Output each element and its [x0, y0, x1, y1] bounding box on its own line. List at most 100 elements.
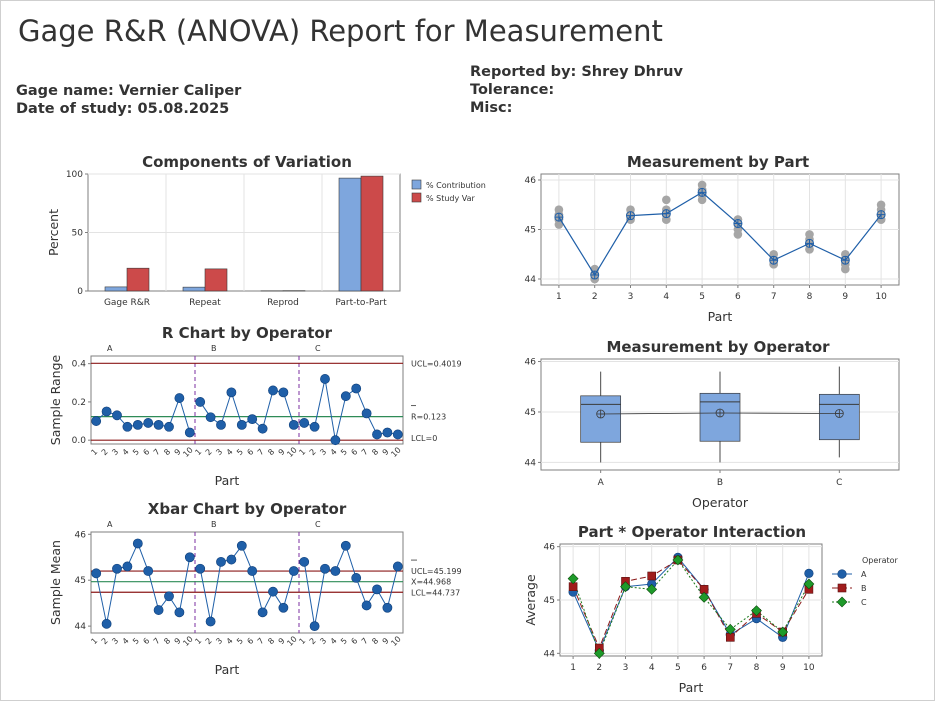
r_chart-point	[320, 374, 330, 384]
r_chart-xtick-label: 1	[89, 447, 99, 457]
xbar_chart-point	[288, 566, 299, 576]
date-of-study: Date of study: 05.08.2025	[16, 101, 230, 117]
meas-part-ytick-label: 46	[525, 176, 537, 186]
xbar_chart-xtick-label: 5	[339, 636, 349, 646]
meas-part-mean-line	[558, 191, 882, 277]
r_chart-xtick-label: 6	[349, 447, 359, 457]
r_chart-xtick-label: 5	[235, 447, 245, 457]
interaction-xtick-label: 4	[649, 663, 655, 673]
xbar_chart-point	[330, 566, 341, 576]
xbar_chart-xtick-label: 7	[360, 636, 370, 646]
r_chart-xtick-label: 3	[110, 447, 120, 457]
xbar-chart-ucl-label: UCL=45.199	[411, 567, 462, 576]
meas-operator-mean-cross	[716, 408, 724, 417]
xbar_chart-point	[205, 616, 216, 627]
interaction-xlabel: Part	[679, 680, 704, 695]
r_chart-xtick-label: 9	[173, 447, 183, 457]
meas-part-point	[662, 195, 671, 205]
xbar_chart-xtick-label: 1	[297, 636, 307, 646]
meas-part-mean-cross	[698, 188, 707, 197]
meas-part-mean-cross	[805, 239, 814, 248]
meas-operator-mean-cross	[596, 409, 605, 418]
xbar_chart-xtick-label: 9	[173, 636, 183, 646]
interaction-point-c	[751, 605, 762, 617]
meas-part-xtick-label: 1	[556, 292, 562, 302]
xbar_chart-point	[268, 586, 278, 597]
meas-part-xtick-label: 10	[875, 292, 887, 302]
gage-info: Gage name: Vernier Caliper Date of study…	[16, 82, 241, 118]
xbar_chart-point	[195, 563, 206, 574]
xbar_chart-xtick-label: 8	[266, 636, 276, 646]
meas-operator-mean-cross	[835, 409, 844, 418]
xbar_chart-xtick-label: 5	[131, 636, 141, 646]
xbar_chart-xtick-label: 4	[329, 636, 339, 646]
r-chart-lcl-label: LCL=0	[411, 434, 437, 443]
meas-operator-ytick-label: 44	[525, 458, 537, 468]
xbar_chart-xtick-label: 8	[162, 636, 172, 646]
interaction-ytick-label: 45	[544, 596, 555, 606]
r_chart-point	[195, 397, 206, 407]
xbar_chart-xtick-label: 4	[225, 636, 235, 646]
r_chart-point	[361, 408, 372, 419]
r_chart-xtick-label: 4	[121, 447, 131, 457]
r_chart-point	[351, 383, 362, 394]
xbar_chart-xtick-label: 6	[245, 636, 255, 646]
interaction-legend-label: C	[861, 598, 867, 607]
r_chart-point	[257, 423, 268, 434]
meas-operator-xtick-label: B	[717, 478, 723, 488]
r_chart-series-line	[95, 396, 191, 433]
interaction-xtick-label: 6	[701, 663, 707, 673]
interaction-point-c	[620, 581, 631, 593]
xbar_chart-operator-label: C	[315, 520, 321, 529]
xbar_chart-point	[101, 618, 112, 629]
r_chart-point	[174, 393, 185, 403]
xbar_chart-point	[132, 538, 143, 549]
components-legend-label: % Contribution	[426, 181, 486, 190]
xbar_chart-point	[257, 607, 268, 618]
xbar_chart-ytick-label: 44	[75, 622, 87, 632]
r_chart-xtick-label: 5	[339, 447, 349, 457]
meas-part-xtick-label: 8	[807, 292, 813, 302]
xbar_chart-point	[392, 561, 403, 572]
r_chart-xtick-label: 2	[308, 447, 318, 457]
components-category-label: Gage R&R	[104, 298, 150, 308]
meas-part-ytick-label: 44	[525, 275, 537, 285]
xbar_chart-point	[299, 556, 310, 567]
xbar_chart-xlabel: Part	[215, 662, 240, 677]
r_chart-xtick-label: 7	[152, 447, 162, 457]
interaction-ytick-label: 44	[544, 649, 556, 659]
r_chart-xtick-label: 8	[370, 447, 380, 457]
r_chart-operator-label: B	[211, 344, 217, 353]
meas-part-point	[697, 195, 707, 205]
interaction-legend-marker	[837, 569, 847, 579]
xbar_chart-xtick-label: 1	[193, 636, 203, 646]
xbar_chart-xtick-label: 9	[381, 636, 391, 646]
r_chart-xtick-label: 8	[162, 447, 172, 457]
r_chart-point	[101, 406, 112, 417]
r_chart-ytick-label: 0.2	[72, 398, 86, 408]
xbar_chart-point	[226, 554, 237, 565]
xbar_chart-point	[320, 563, 330, 574]
xbar_chart-xtick-label: 3	[318, 636, 328, 646]
components-legend-label: % Study Var	[426, 194, 476, 203]
components-bar-contribution	[104, 286, 128, 292]
r_chart-point	[91, 416, 102, 426]
r_chart-xtick-label: 4	[329, 447, 339, 457]
interaction-ylabel: Average	[523, 574, 538, 626]
interaction-point-c	[698, 591, 710, 603]
r_chart-point	[382, 427, 393, 438]
xbar_chart-point	[143, 566, 154, 576]
meas-part-point	[876, 200, 886, 210]
r_chart-xtick-label: 5	[131, 447, 141, 457]
xbar_chart-point	[153, 605, 164, 615]
meas-part-mean-cross	[841, 256, 850, 265]
interaction-xtick-label: 10	[803, 663, 815, 673]
xbar_chart-point	[361, 600, 372, 611]
interaction-legend-label: B	[861, 584, 867, 593]
meas-operator-xlabel: Operator	[692, 495, 749, 510]
xbar_chart-point	[174, 607, 185, 618]
xbar_chart-point	[236, 540, 247, 551]
reported-by: Reported by: Shrey Dhruv	[470, 64, 683, 80]
r_chart-xtick-label: 7	[360, 447, 370, 457]
meas-part-mean-cross	[626, 211, 635, 220]
